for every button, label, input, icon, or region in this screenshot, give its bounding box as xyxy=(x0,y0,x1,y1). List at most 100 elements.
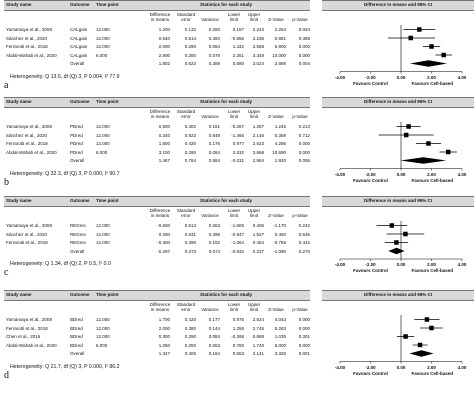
cell-diff: 1.250 xyxy=(158,342,170,348)
cell-z: 10.000 xyxy=(272,52,286,58)
cell-diff: -0.297 xyxy=(157,248,170,254)
cell-outcome: Overall xyxy=(70,248,85,254)
forest-plot xyxy=(339,25,463,74)
cell-diff: 2.000 xyxy=(158,325,170,331)
subheader-diff: Difference xyxy=(149,109,171,114)
subheader-var: Variance xyxy=(201,17,219,22)
cell-outcome: CALgain xyxy=(70,44,88,49)
forest-panel-c: Study name Outcome Time point Statistics fo… xyxy=(0,196,474,289)
cell-var: 0.084 xyxy=(208,334,220,339)
cell-p: 0.242 xyxy=(298,223,310,228)
subheader-z: Z-Value xyxy=(268,114,284,119)
overall-diamond xyxy=(409,350,434,357)
heterogeneity-text: Heterogeneity: Q 1.34, df (Q) 2, P 0.5, … xyxy=(10,261,111,267)
cell-se: 0.631 xyxy=(184,231,196,237)
cell-lower: 0.580 xyxy=(232,61,244,66)
cell-se: 0.390 xyxy=(184,240,196,245)
cell-outcome: Overall xyxy=(70,158,85,163)
cell-lower: 0.977 xyxy=(232,141,244,146)
table-row: Ferrarotti et al., 2018 PDred 12.000 1.800 0… xyxy=(0,141,320,150)
cell-lower: 0.157 xyxy=(232,27,244,32)
subheader-var: Variance xyxy=(201,213,219,218)
cell-var: 0.084 xyxy=(208,149,220,155)
subheader-se: Standard xyxy=(176,12,196,17)
subheader-se: Standard xyxy=(176,109,196,114)
header-difference-ci: Difference in means and 95% CI xyxy=(363,292,433,297)
cell-lower: 0.876 xyxy=(232,317,244,322)
cell-z: -1.090 xyxy=(273,248,286,254)
favours-cell-based-label: Favours Cell-based xyxy=(411,177,454,183)
cell-time: 12.000 xyxy=(96,44,110,49)
cell-p: 0.276 xyxy=(298,248,310,254)
cell-z: 0.369 xyxy=(274,132,286,138)
x-tick-label: -2.00 xyxy=(365,364,376,370)
cell-p: 0.213 xyxy=(298,124,310,129)
plot-header-bar xyxy=(322,290,474,301)
table-header-bar xyxy=(4,0,310,11)
subheader-upper: Upper xyxy=(247,208,261,213)
cell-lower: -0.947 xyxy=(231,231,244,237)
cell-upper: 1.740 xyxy=(252,342,264,348)
subheader-lower: Lower xyxy=(227,12,241,17)
header-statistics: Statistics for each study xyxy=(200,99,253,104)
table-row: Overall 1.802 0.623 0.388 0.580 3.024 2.889 0.0… xyxy=(0,61,320,70)
x-tick-label: -2.00 xyxy=(365,74,376,80)
cell-p: 0.000 xyxy=(298,141,310,146)
cell-diff: -0.300 xyxy=(157,240,170,245)
subheader-se: Standard xyxy=(176,302,196,307)
cell-upper: 2.745 xyxy=(252,325,264,331)
favours-cell-based-label: Favours Cell-based xyxy=(411,370,454,376)
subheader-upper: Upper xyxy=(247,109,261,114)
cell-p: 0.004 xyxy=(298,61,310,66)
cell-upper: 2.964 xyxy=(252,158,264,163)
cell-lower: -0.287 xyxy=(231,124,244,129)
cell-p: 0.000 xyxy=(298,52,310,58)
cell-var: 0.063 xyxy=(208,342,220,348)
cell-diff: -0.600 xyxy=(157,223,170,228)
cell-diff: 0.290 xyxy=(158,231,170,237)
subheader-diff: in means xyxy=(150,213,170,218)
cell-se: 0.922 xyxy=(184,132,196,138)
cell-lower: -0.832 xyxy=(231,248,244,254)
cell-se: 0.420 xyxy=(184,141,196,146)
cell-study: Chen et al., 2016 xyxy=(6,334,41,339)
cell-lower: 2.251 xyxy=(232,52,244,58)
cell-se: 0.514 xyxy=(184,35,196,41)
cell-p: 0.000 xyxy=(298,149,310,155)
subheader-upper: limit xyxy=(250,114,258,119)
subheader-se: error xyxy=(181,114,191,119)
cell-z: 10.690 xyxy=(272,149,286,155)
cell-outcome: BDred xyxy=(70,325,83,331)
cell-se: 0.132 xyxy=(184,27,196,32)
cell-time: 12.000 xyxy=(96,141,110,146)
header-study-name: Study name xyxy=(6,99,32,104)
cell-se: 0.273 xyxy=(184,248,196,254)
effect-square xyxy=(394,240,399,245)
panel-letter: b xyxy=(4,176,9,188)
table-row: Yamamaya et al., 2008 CALgain 12.000 1.200 0… xyxy=(0,27,320,36)
header-outcome: Outcome xyxy=(70,2,90,7)
cell-var: 0.144 xyxy=(208,325,220,331)
cell-p: 0.646 xyxy=(298,231,310,237)
cell-upper: 3.349 xyxy=(252,52,264,58)
effect-square xyxy=(389,223,395,228)
x-tick-label: 0.00 xyxy=(396,171,406,177)
cell-outcome: Overall xyxy=(70,61,85,66)
cell-diff: 0.500 xyxy=(158,124,170,129)
cell-outcome: CALgain xyxy=(70,52,88,58)
effect-square xyxy=(408,35,414,41)
effect-square xyxy=(426,141,431,146)
x-tick-label: -4.00 xyxy=(334,364,346,370)
cell-upper: 3.668 xyxy=(252,149,264,155)
cell-lower: -0.268 xyxy=(231,334,244,339)
header-study-name: Study name xyxy=(6,2,32,7)
cell-p: 0.001 xyxy=(298,351,310,356)
cell-time: 6.000 xyxy=(96,149,108,155)
cell-diff: 1.800 xyxy=(158,141,170,146)
cell-upper: 2.568 xyxy=(252,44,264,49)
cell-p: 0.389 xyxy=(298,35,310,41)
table-row: Abdal-Wahab et al., 2020 PDred 6.000 3.100 0… xyxy=(0,150,320,159)
subheader-upper: limit xyxy=(250,17,258,22)
cell-study: Yamamaya et al., 2008 xyxy=(6,27,52,32)
cell-outcome: PDred xyxy=(70,124,83,129)
